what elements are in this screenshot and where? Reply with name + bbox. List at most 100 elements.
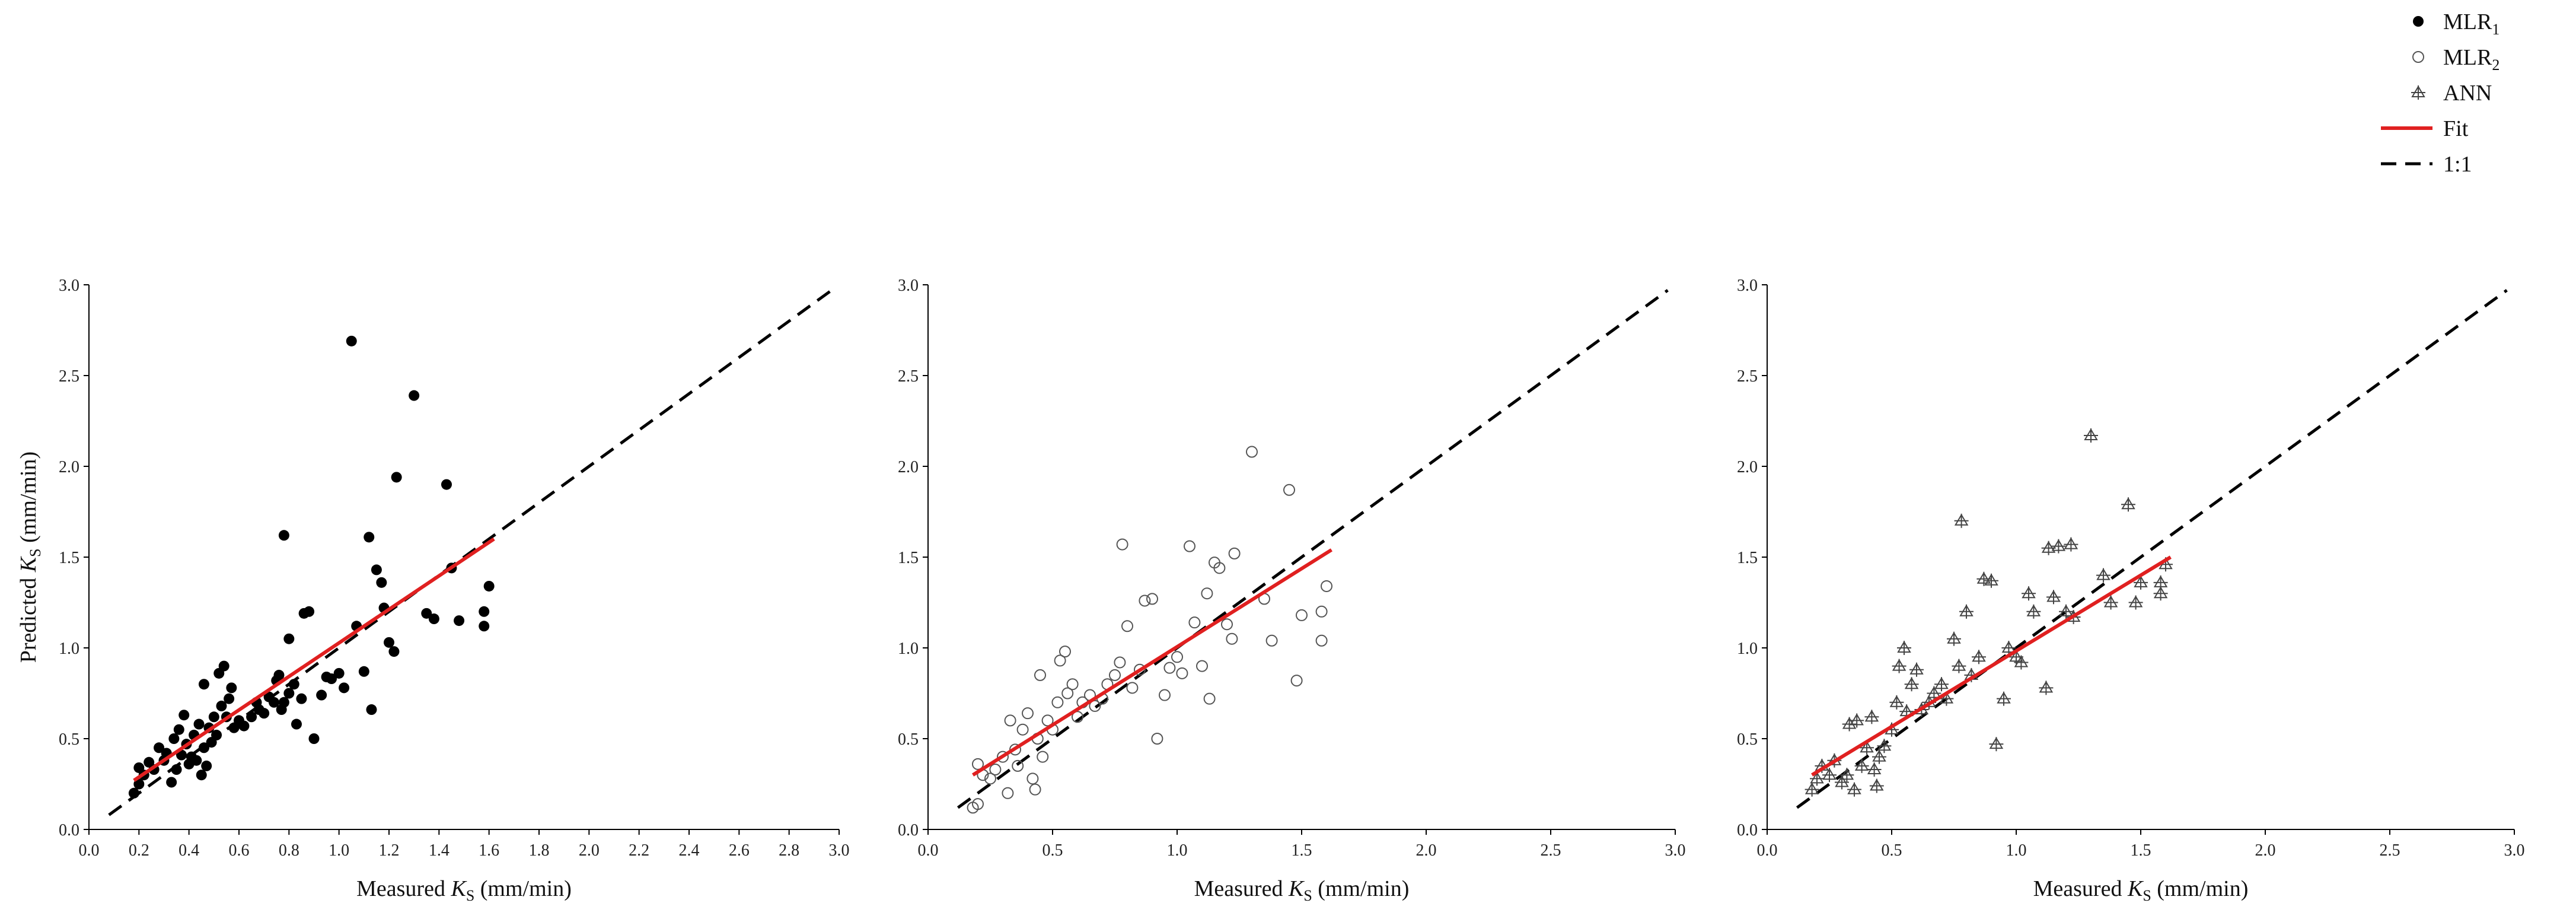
x-tick-label: 2.5 [1541,841,1561,860]
legend-entry: 1:1 [2381,152,2472,177]
data-point [1066,678,1079,691]
data-point [196,770,207,781]
x-tick-label: 0.5 [1882,841,1902,860]
data-point [208,711,219,723]
x-tick-label: 3.0 [1665,841,1686,860]
data-point [1072,711,1083,723]
data-point [1126,682,1139,694]
data-point [1954,513,1969,528]
data-point [1947,631,1961,646]
data-point [1877,739,1892,754]
x-tick-label: 2.0 [579,841,600,860]
x-tick-label: 1.6 [479,841,499,860]
data-point [421,608,432,619]
y-tick-label: 1.0 [1737,640,1758,658]
data-point [1196,660,1208,672]
data-point [479,606,490,617]
data-point [1171,651,1183,663]
x-tick-label: 0.0 [1757,841,1778,860]
data-point [2046,590,2061,605]
data-point [1805,782,1819,797]
data-point [269,697,280,708]
x-tick-label: 2.6 [729,841,750,860]
data-point [989,764,1002,776]
data-point [364,532,375,543]
data-point [2103,595,2118,610]
data-point [1163,662,1176,674]
y-tick-label: 0.5 [1737,730,1758,749]
data-point [2084,428,2098,443]
data-point [1201,587,1213,600]
x-tick-label: 2.5 [2380,841,2400,860]
data-point [483,580,495,592]
data-point [1176,667,1188,679]
y-tick-label: 3.0 [1737,276,1758,295]
data-point [984,772,996,785]
data-point [1029,783,1041,796]
data-point [1022,707,1034,720]
x-tick-label: 0.0 [918,841,939,860]
data-point [216,700,227,711]
x-tick-label: 0.4 [178,841,199,860]
data-point [1151,733,1163,745]
data-point [1159,689,1171,701]
data-point [173,724,184,735]
data-point [133,778,145,790]
data-point [198,679,209,690]
y-tick-label: 2.0 [1737,458,1758,476]
data-point [1290,675,1303,687]
y-tick-label: 0.0 [59,821,79,840]
legend-marker [2411,85,2425,100]
one-to-one-line [957,289,1669,809]
data-point [1867,762,1882,777]
y-tick-label: 3.0 [898,276,919,295]
y-tick-label: 0.5 [898,730,919,749]
data-point [1041,714,1054,727]
y-tick-label: 3.0 [59,276,79,295]
data-point [428,613,439,625]
data-point [2051,539,2066,554]
data-point [1897,641,1911,655]
data-point [1952,659,1966,673]
data-point [1034,669,1046,681]
legend-entry: MLR1 [2413,9,2500,38]
data-point [166,777,177,788]
data-point [291,718,302,730]
x-axis-title: Measured KS (mm/min) [2033,876,2249,904]
data-point [2022,586,2036,601]
x-tick-label: 1.0 [2006,841,2027,860]
x-tick-label: 3.0 [829,841,850,860]
data-point [278,530,289,541]
data-point [1854,758,1869,773]
data-point [259,708,270,719]
y-tick-label: 1.5 [59,549,79,567]
y-axis-title: Predicted KS (mm/min) [16,452,44,663]
legend-label: 1:1 [2443,152,2472,177]
data-point [454,615,465,627]
x-tick-label: 0.0 [79,841,100,860]
data-point [1188,616,1201,629]
x-tick-label: 2.8 [779,841,799,860]
data-point [333,667,345,679]
one-to-one-line [1796,289,2508,809]
data-point [326,673,337,685]
data-point [1089,700,1101,712]
y-tick-label: 2.5 [898,367,919,386]
legend-entry: ANN [2411,81,2492,106]
x-tick-label: 2.0 [1416,841,1437,860]
legend-label: MLR2 [2443,45,2500,74]
data-point [1226,632,1238,645]
data-point [2096,568,2110,583]
data-point [2121,497,2135,512]
legend-label: MLR1 [2443,9,2500,38]
data-point [388,646,400,657]
data-point [339,682,350,694]
data-point [479,621,490,632]
legend-marker [2412,51,2424,63]
data-point [128,787,139,799]
data-point [409,390,420,401]
data-point [316,689,327,701]
data-point [288,679,299,690]
legend-label: ANN [2443,81,2492,106]
data-point [1228,547,1241,559]
